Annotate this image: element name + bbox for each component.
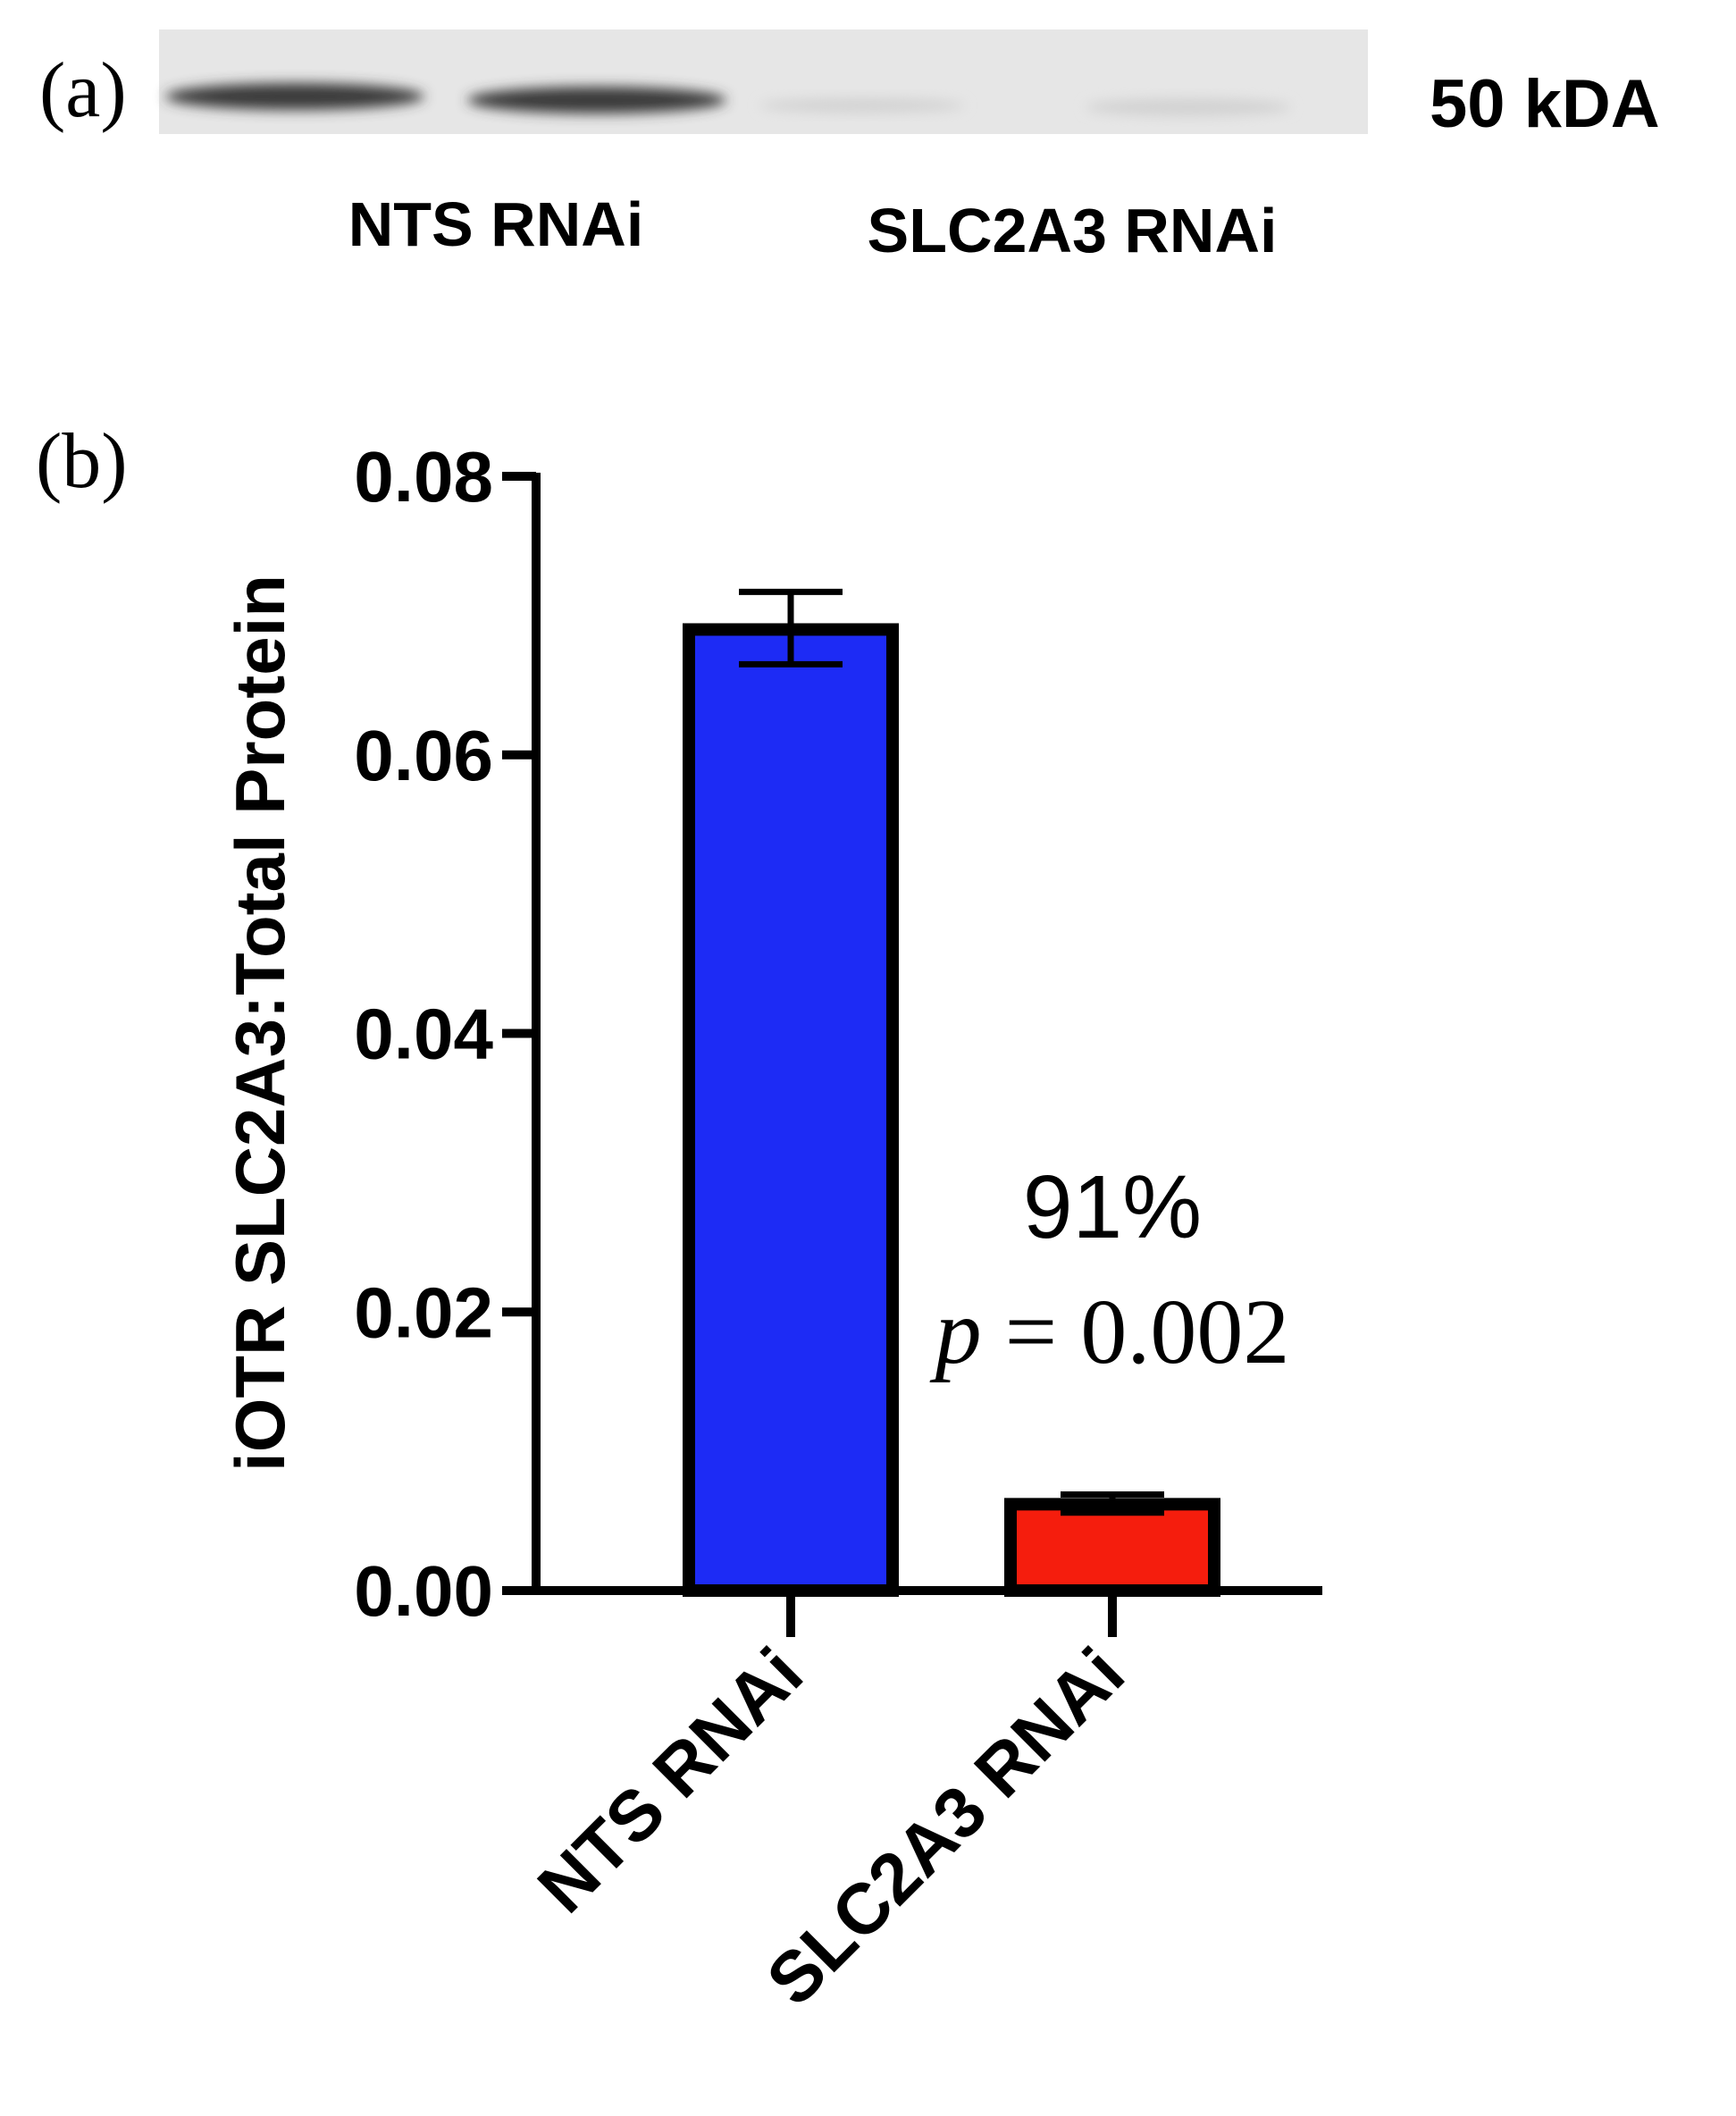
y-tick-label-2: 0.04 — [354, 995, 493, 1074]
blot-band-lane-1 — [165, 83, 424, 110]
p-value-separator — [982, 1281, 1005, 1383]
y-tick-label-4: 0.08 — [354, 437, 493, 516]
marker-label: 50 kDA — [1430, 66, 1660, 142]
y-tick-label-0: 0.00 — [354, 1551, 493, 1631]
blot-band-lane-4 — [1086, 98, 1291, 116]
panel-a: (a) 50 kDA NTS RNAi SLC2A3 RNAi — [39, 29, 1660, 265]
western-blot-image — [159, 29, 1368, 134]
reduction-percent-label: 91% — [1023, 1157, 1202, 1257]
p-value-label: p = 0.002 — [929, 1281, 1290, 1383]
bar-nts-rnai — [683, 623, 899, 1597]
panel-b: (b) iOTR SLC2A3:Total Protein 0.00 0.02 0.… — [36, 418, 1322, 2020]
p-value-symbol: p — [929, 1281, 982, 1383]
y-axis-title: iOTR SLC2A3:Total Protein — [221, 575, 299, 1472]
y-tick-label-3: 0.06 — [354, 716, 493, 795]
panel-a-label: (a) — [39, 47, 127, 134]
bar-slc2a3-rnai — [1004, 1498, 1220, 1598]
blot-background — [159, 29, 1368, 134]
y-tick-label-1: 0.02 — [354, 1272, 493, 1352]
blot-band-lane-3 — [759, 98, 965, 113]
panel-b-label: (b) — [36, 418, 128, 505]
p-value-number: = 0.002 — [1005, 1281, 1290, 1383]
lane-group-label-slc2a3: SLC2A3 RNAi — [868, 196, 1278, 265]
lane-group-label-nts: NTS RNAi — [348, 189, 644, 259]
x-tick-label-0: NTS RNAi — [523, 1633, 818, 1927]
blot-band-lane-2 — [467, 87, 726, 113]
